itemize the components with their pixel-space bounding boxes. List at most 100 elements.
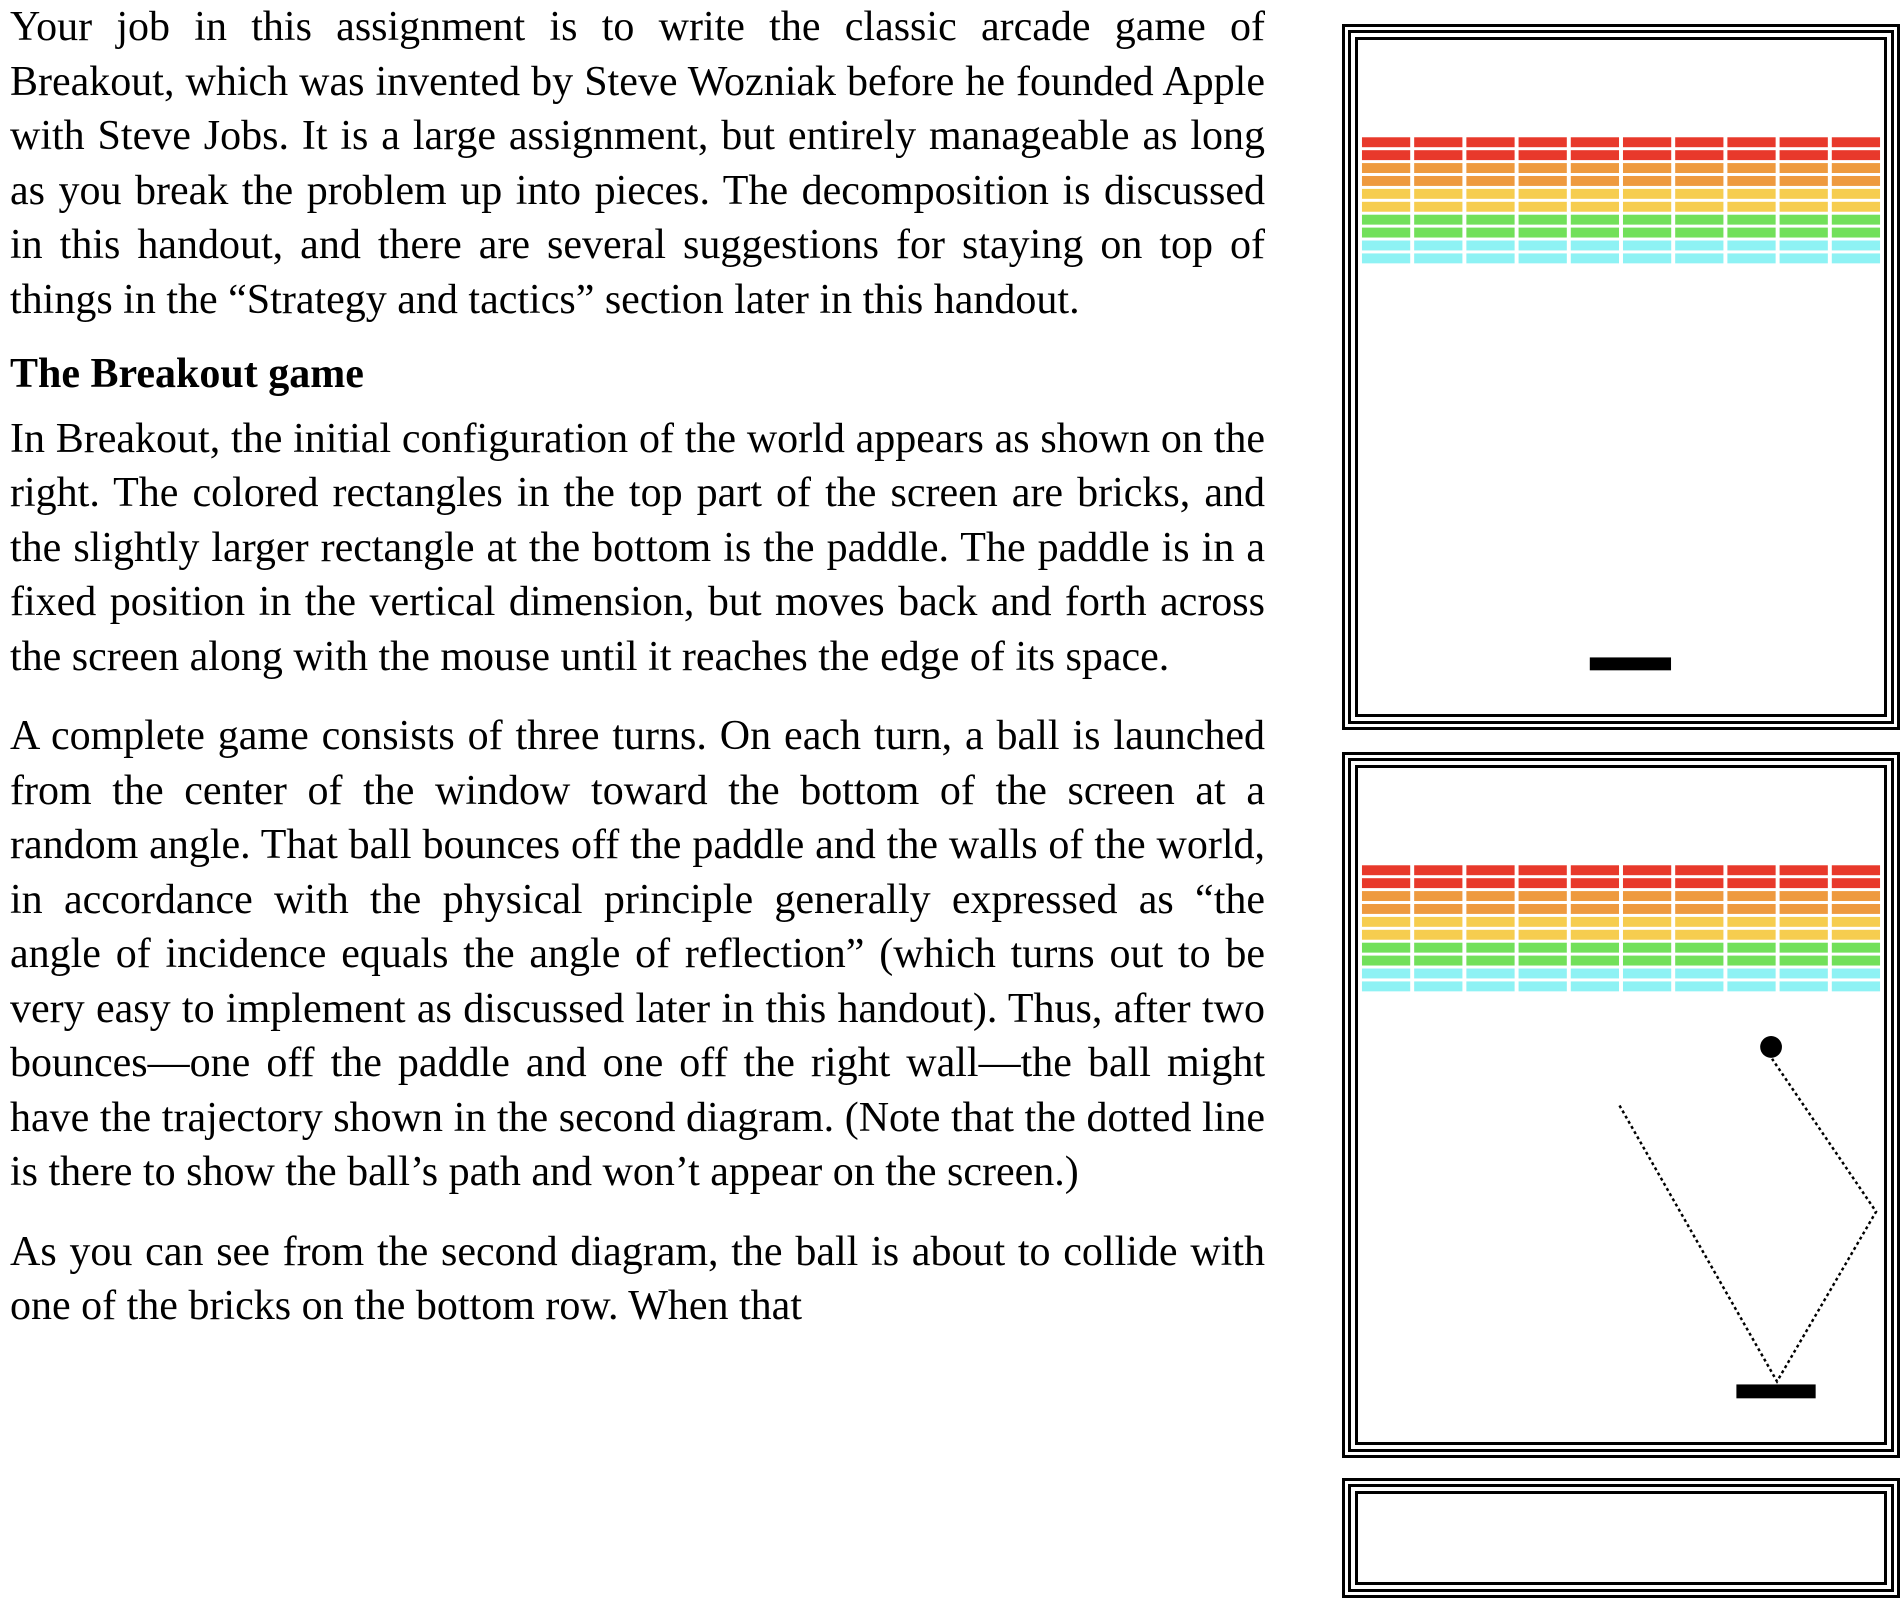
brick (1518, 903, 1567, 914)
brick (1570, 188, 1620, 199)
brick (1518, 878, 1567, 889)
brick (1570, 968, 1620, 979)
brick (1518, 981, 1567, 992)
brick (1675, 955, 1724, 966)
brick (1622, 903, 1672, 914)
breakout-third-figure (1342, 1478, 1900, 1598)
brick (1727, 903, 1776, 914)
brick (1570, 227, 1620, 238)
brick (1570, 929, 1620, 940)
brick (1831, 240, 1881, 251)
brick (1466, 903, 1515, 914)
brick (1466, 214, 1515, 225)
brick (1414, 214, 1463, 225)
brick (1361, 175, 1411, 186)
brick (1831, 955, 1881, 966)
brick (1414, 253, 1463, 264)
brick (1622, 163, 1672, 174)
brick (1361, 903, 1411, 914)
brick (1518, 240, 1567, 251)
turns-paragraph: A complete game consists of three turns.… (10, 713, 1265, 1195)
brick (1675, 981, 1724, 992)
brick (1466, 253, 1515, 264)
brick (1727, 253, 1776, 264)
brick (1361, 891, 1411, 902)
brick (1622, 981, 1672, 992)
brick (1622, 201, 1672, 212)
brick (1570, 865, 1620, 876)
brick (1361, 240, 1411, 251)
brick (1361, 150, 1411, 161)
brick (1779, 240, 1828, 251)
brick (1361, 916, 1411, 927)
paddle (1736, 1384, 1816, 1399)
ball-trajectory-path (1618, 1058, 1878, 1384)
brick (1675, 916, 1724, 927)
brick (1518, 942, 1567, 953)
config-paragraph: In Breakout, the initial configuration o… (10, 415, 1265, 680)
brick (1727, 188, 1776, 199)
brick (1361, 137, 1411, 148)
brick (1570, 163, 1620, 174)
brick (1361, 968, 1411, 979)
brick (1831, 981, 1881, 992)
brick (1831, 942, 1881, 953)
brick (1779, 201, 1828, 212)
brick (1361, 163, 1411, 174)
brick (1727, 137, 1776, 148)
brick (1675, 942, 1724, 953)
brick (1622, 878, 1672, 889)
brick (1622, 891, 1672, 902)
brick (1779, 227, 1828, 238)
brick (1622, 188, 1672, 199)
section-heading: The Breakout game (10, 351, 364, 397)
brick (1675, 201, 1724, 212)
brick (1414, 137, 1463, 148)
trajectory-game-canvas (1361, 865, 1881, 1399)
brick (1414, 878, 1463, 889)
brick (1727, 214, 1776, 225)
brick (1414, 929, 1463, 940)
brick (1361, 981, 1411, 992)
brick (1570, 878, 1620, 889)
brick (1727, 865, 1776, 876)
brick (1727, 942, 1776, 953)
brick (1779, 903, 1828, 914)
brick (1727, 240, 1776, 251)
brick (1622, 227, 1672, 238)
brick (1622, 865, 1672, 876)
brick (1675, 150, 1724, 161)
brick (1414, 188, 1463, 199)
brick (1414, 865, 1463, 876)
brick (1466, 865, 1515, 876)
brick (1570, 955, 1620, 966)
brick (1675, 240, 1724, 251)
brick (1414, 150, 1463, 161)
brick (1779, 929, 1828, 940)
brick (1466, 942, 1515, 953)
brick (1466, 916, 1515, 927)
brick (1518, 201, 1567, 212)
brick (1414, 903, 1463, 914)
brick (1727, 916, 1776, 927)
initial-game-canvas (1361, 137, 1881, 671)
brick (1518, 188, 1567, 199)
brick (1779, 891, 1828, 902)
brick (1466, 175, 1515, 186)
brick (1779, 175, 1828, 186)
brick (1414, 163, 1463, 174)
brick (1570, 891, 1620, 902)
brick (1779, 253, 1828, 264)
brick (1831, 137, 1881, 148)
brick (1570, 253, 1620, 264)
brick (1622, 175, 1672, 186)
ball (1760, 1036, 1782, 1058)
brick (1831, 227, 1881, 238)
brick (1361, 227, 1411, 238)
brick (1361, 955, 1411, 966)
brick (1831, 916, 1881, 927)
brick (1466, 968, 1515, 979)
collide-paragraph: As you can see from the second diagram, … (10, 1228, 1265, 1330)
brick (1622, 137, 1672, 148)
brick (1831, 150, 1881, 161)
